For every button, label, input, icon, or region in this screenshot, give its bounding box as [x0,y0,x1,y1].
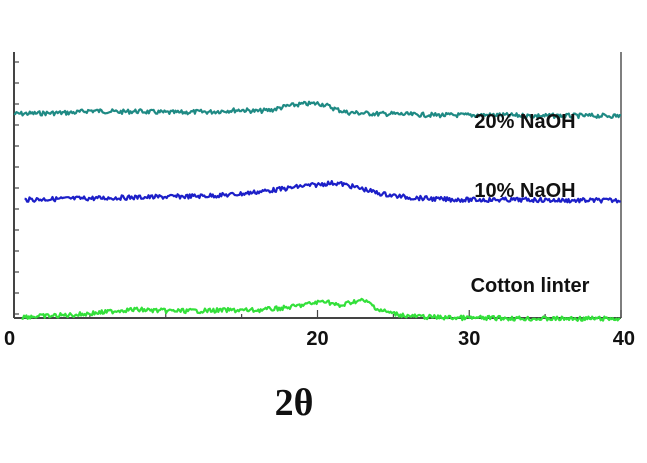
series-line [21,297,621,322]
series-label: 10% NaOH [474,180,575,202]
x-tick-label: 20 [306,328,328,350]
series-labels: 20% NaOH 10% NaOH Cotton linter [471,111,590,297]
x-tick-label: 40 [613,328,635,350]
series-lines [13,100,622,322]
x-tick-label: 30 [458,328,480,350]
x-tick-labels: 0 20 30 40 [4,328,635,350]
series-line [13,100,622,120]
series-label: Cotton linter [471,275,590,297]
x-axis-label: 2θ [275,382,314,424]
series-line [24,180,621,204]
x-tick-label: 0 [4,328,15,350]
series-label: 20% NaOH [474,111,575,133]
